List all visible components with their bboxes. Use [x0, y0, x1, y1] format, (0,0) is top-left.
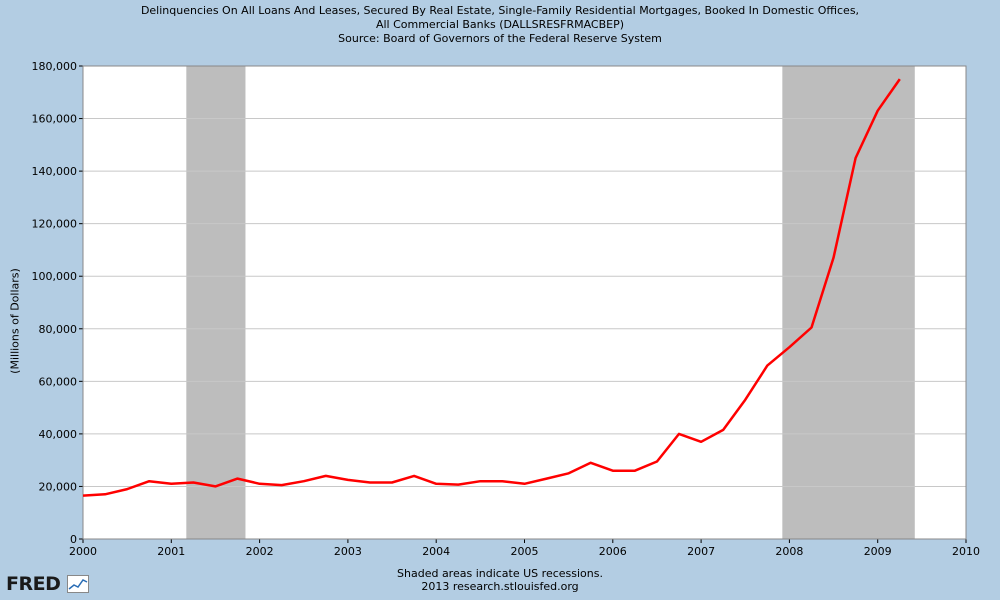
y-tick-label: 40,000: [39, 428, 78, 441]
fred-logo[interactable]: FRED: [6, 573, 61, 595]
chart-title-line-2: All Commercial Banks (DALLSRESFRMACBEP): [375, 18, 625, 31]
x-tick-label: 2002: [246, 545, 274, 558]
y-tick-label: 100,000: [32, 270, 78, 283]
x-tick-label: 2007: [687, 545, 715, 558]
x-tick-label: 2005: [511, 545, 539, 558]
plot-border: [82, 65, 967, 540]
y-tick-label: 60,000: [39, 375, 78, 388]
y-tick-label: 0: [70, 533, 77, 546]
x-tick-label: 2003: [334, 545, 362, 558]
x-tick-label: 2010: [952, 545, 980, 558]
chart-footer: Shaded areas indicate US recessions. 201…: [0, 567, 1000, 593]
y-tick-label: 20,000: [39, 480, 78, 493]
y-tick-label: 120,000: [32, 218, 78, 231]
recession-note: Shaded areas indicate US recessions.: [397, 567, 603, 580]
series-line-1: [82, 78, 901, 497]
x-tick-label: 2006: [599, 545, 627, 558]
chart-title: Delinquencies On All Loans And Leases, S…: [0, 4, 1000, 46]
x-tick-label: 2000: [69, 545, 97, 558]
copyright-note: 2013 research.stlouisfed.org: [421, 580, 579, 593]
chart-title-line-1: Delinquencies On All Loans And Leases, S…: [140, 4, 860, 17]
y-tick-label: 80,000: [39, 323, 78, 336]
x-tick-label: 2009: [864, 545, 892, 558]
chart-line-icon: [67, 575, 89, 593]
x-tick-label: 2008: [775, 545, 803, 558]
y-tick-label: 140,000: [32, 165, 78, 178]
x-tick-label: 2004: [422, 545, 450, 558]
y-tick-label: 180,000: [32, 60, 78, 73]
chart-source: Source: Board of Governors of the Federa…: [338, 32, 662, 45]
recession-band-1: [186, 66, 246, 539]
y-tick-label: 160,000: [32, 113, 78, 126]
x-tick-label: 2001: [157, 545, 185, 558]
recession-band-2: [782, 66, 915, 539]
